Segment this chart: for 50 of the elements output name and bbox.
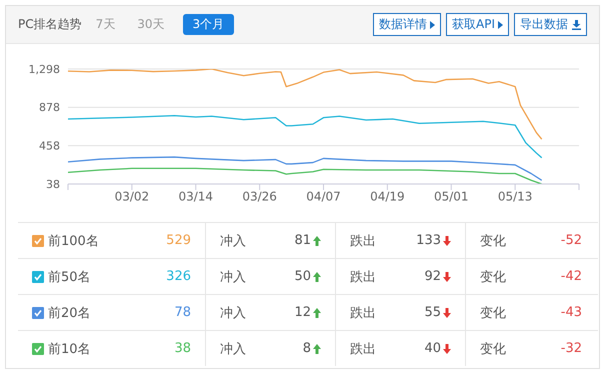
legend-label: 前20名 — [47, 304, 91, 322]
text: 跌出 — [350, 304, 376, 322]
text: 55 — [424, 305, 442, 320]
text: -42 — [560, 269, 582, 284]
text: 30天 — [137, 16, 165, 33]
text: 变化 — [480, 304, 506, 322]
text: 冲入 — [220, 304, 246, 322]
text: 变化 — [480, 340, 506, 358]
text: 数据详情 — [373, 13, 442, 36]
text: 81 — [294, 233, 312, 248]
y-tick-label: 458 — [39, 140, 60, 153]
text: 导出数据 — [514, 13, 587, 36]
text: 3个月 — [182, 14, 234, 35]
text: 40 — [424, 341, 442, 356]
text: 326 — [166, 269, 191, 284]
x-tick-label: 03/02 — [114, 190, 150, 204]
x-tick-label: 04/19 — [370, 190, 405, 204]
text: 获取API — [446, 13, 509, 36]
text: 变化 — [480, 232, 506, 250]
chart-title: PC排名趋势 — [18, 16, 82, 33]
legend-label: 前10名 — [47, 340, 91, 358]
text: 38 — [174, 341, 191, 356]
text: -52 — [560, 233, 582, 248]
text: 7天 — [96, 16, 116, 33]
text: 92 — [424, 269, 442, 284]
y-tick-label: 1,298 — [28, 62, 60, 76]
text: 78 — [174, 305, 191, 320]
text: 8 — [302, 341, 312, 356]
text: 529 — [166, 233, 191, 248]
text: 冲入 — [220, 340, 246, 358]
y-tick-label: 38 — [46, 178, 60, 191]
text: 50 — [294, 269, 312, 284]
text: -32 — [560, 341, 582, 356]
text: 跌出 — [350, 340, 376, 358]
x-tick-label: 05/13 — [498, 190, 532, 204]
x-tick-label: 03/26 — [242, 190, 277, 204]
text: 冲入 — [220, 268, 246, 286]
text: 变化 — [480, 268, 506, 286]
text: 133 — [416, 233, 442, 248]
y-tick-label: 878 — [39, 101, 60, 114]
x-tick-label: 04/07 — [306, 190, 341, 204]
text: 冲入 — [220, 232, 246, 250]
text: 跌出 — [350, 232, 376, 250]
x-tick-label: 03/14 — [178, 190, 214, 204]
x-tick-label: 05/01 — [434, 190, 469, 204]
text: 12 — [294, 305, 312, 320]
legend-label: 前50名 — [47, 268, 91, 286]
text: -43 — [560, 305, 582, 320]
legend-label: 前100名 — [47, 232, 99, 250]
text: 跌出 — [350, 268, 376, 286]
